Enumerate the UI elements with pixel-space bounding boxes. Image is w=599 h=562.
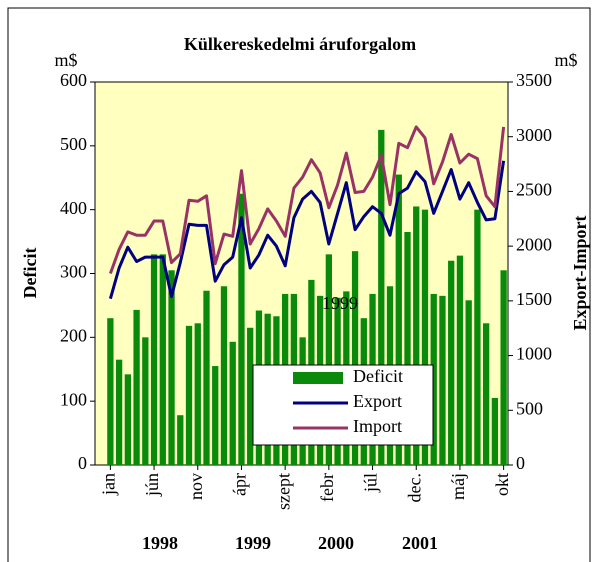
bar (413, 206, 420, 465)
x-tick-label: dec. (404, 473, 424, 502)
bar (124, 374, 131, 465)
bar (168, 270, 175, 465)
x-tick-label: nov (186, 473, 206, 500)
bar (159, 254, 166, 465)
bar (325, 254, 332, 465)
year-label: 1998 (142, 533, 178, 553)
x-tick-label: febr (317, 473, 337, 502)
bar (465, 300, 472, 465)
bar (474, 209, 481, 465)
x-tick-label: szept (273, 473, 293, 510)
y-tick-label: 300 (60, 262, 87, 282)
bar (115, 359, 123, 465)
annotation: 1999 (322, 293, 358, 313)
chart-title: Külkereskedelmi áruforgalom (184, 34, 416, 54)
y-tick-label: 200 (60, 325, 87, 345)
bar (203, 290, 210, 465)
x-tick-label: jan (98, 473, 118, 496)
legend-label: Import (353, 416, 402, 436)
y2-tick-label: 3500 (516, 70, 552, 90)
y-tick-label: 100 (60, 389, 87, 409)
y-tick-label: 500 (60, 134, 87, 154)
line-series (108, 125, 506, 275)
bar (133, 309, 140, 465)
bar (247, 327, 254, 465)
bar (500, 270, 507, 465)
y2-tick-label: 3000 (516, 125, 552, 145)
bar (378, 129, 385, 465)
legend-label: Export (353, 391, 402, 411)
bar (212, 366, 219, 465)
x-tick-label: máj (448, 473, 468, 500)
bar (448, 260, 455, 465)
y-axis-title: Deficit (20, 248, 40, 299)
bar (194, 323, 201, 465)
y2-tick-label: 1500 (516, 289, 552, 309)
year-label: 2001 (402, 533, 438, 553)
x-tick-label: ápr (230, 473, 250, 496)
bar (229, 341, 236, 465)
bar (150, 254, 158, 465)
x-tick-label: jún (142, 473, 162, 497)
bar (220, 286, 228, 465)
y2-tick-label: 2000 (516, 234, 552, 254)
y-unit: m$ (54, 50, 77, 70)
bar (430, 293, 437, 465)
bar (483, 323, 490, 465)
y-tick-label: 400 (60, 198, 87, 218)
bar (395, 174, 402, 465)
y2-tick-label: 0 (516, 453, 525, 473)
y2-unit: m$ (554, 50, 577, 70)
legend-label: Deficit (353, 366, 403, 386)
bar (142, 337, 149, 465)
bar (439, 295, 446, 465)
y2-axis-title: Export-Import (570, 216, 590, 331)
x-tick-label: okt (492, 473, 512, 496)
bar (421, 209, 429, 465)
year-label: 1999 (235, 533, 271, 553)
bar (177, 415, 184, 465)
legend-swatch (293, 372, 343, 384)
bar (238, 193, 245, 466)
y-tick-label: 600 (60, 70, 87, 90)
y2-tick-label: 1000 (516, 344, 552, 364)
line-series (108, 160, 506, 300)
bar (456, 255, 464, 465)
bar (107, 318, 114, 465)
year-label: 2000 (318, 533, 354, 553)
bar (351, 251, 359, 465)
y-tick-label: 0 (78, 453, 87, 473)
x-tick-label: júl (361, 473, 381, 493)
y2-tick-label: 2500 (516, 180, 552, 200)
bar (404, 232, 411, 465)
bar (491, 397, 499, 465)
y2-tick-label: 500 (516, 398, 543, 418)
bar (185, 325, 193, 465)
